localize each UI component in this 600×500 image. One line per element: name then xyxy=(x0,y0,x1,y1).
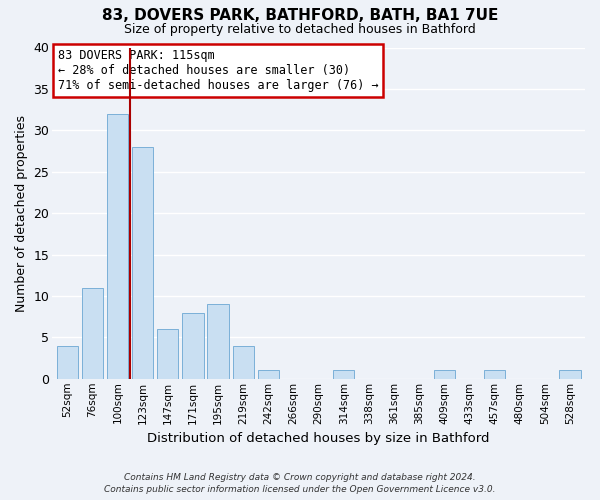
Bar xyxy=(56,346,78,379)
Y-axis label: Number of detached properties: Number of detached properties xyxy=(15,114,28,312)
Text: 83, DOVERS PARK, BATHFORD, BATH, BA1 7UE: 83, DOVERS PARK, BATHFORD, BATH, BA1 7UE xyxy=(102,8,498,22)
Bar xyxy=(107,114,128,379)
Bar xyxy=(157,329,178,379)
Bar xyxy=(233,346,254,379)
Bar xyxy=(434,370,455,379)
Bar xyxy=(132,147,154,379)
Bar xyxy=(182,312,203,379)
Text: Size of property relative to detached houses in Bathford: Size of property relative to detached ho… xyxy=(124,22,476,36)
Text: Contains HM Land Registry data © Crown copyright and database right 2024.
Contai: Contains HM Land Registry data © Crown c… xyxy=(104,472,496,494)
Bar xyxy=(257,370,279,379)
Bar xyxy=(559,370,581,379)
Bar xyxy=(82,288,103,379)
Text: 83 DOVERS PARK: 115sqm
← 28% of detached houses are smaller (30)
71% of semi-det: 83 DOVERS PARK: 115sqm ← 28% of detached… xyxy=(58,49,378,92)
Bar xyxy=(484,370,505,379)
Bar xyxy=(333,370,355,379)
X-axis label: Distribution of detached houses by size in Bathford: Distribution of detached houses by size … xyxy=(148,432,490,445)
Bar xyxy=(208,304,229,379)
